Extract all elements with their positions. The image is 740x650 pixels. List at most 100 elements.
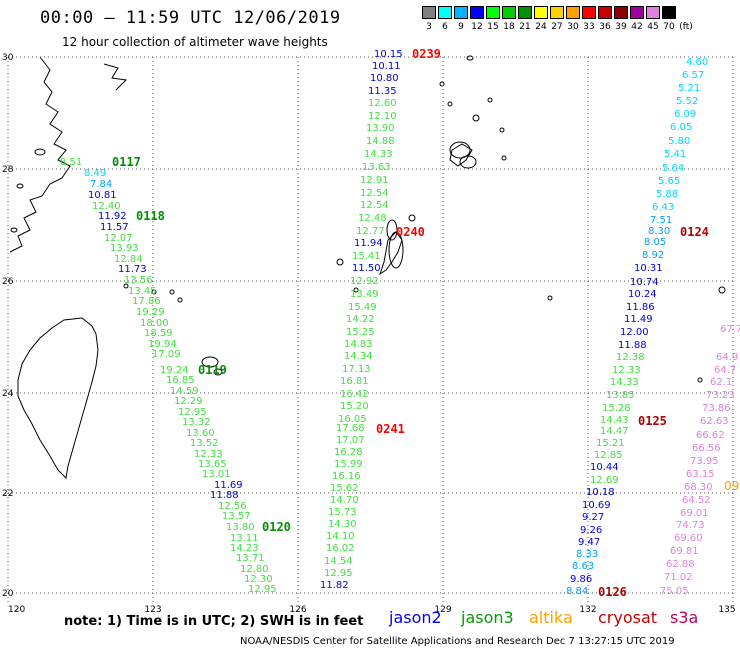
wave-height-value: 73.86 xyxy=(702,403,731,414)
wave-height-value: 68.30 xyxy=(684,482,713,493)
wave-height-value: 16.02 xyxy=(326,543,355,554)
island-outline xyxy=(449,141,471,159)
wave-height-value: 12.38 xyxy=(616,352,645,363)
wave-height-value: 13.56 xyxy=(124,275,153,286)
pass-west: 8.518.497.8410.8112.4011.9211.5712.0713.… xyxy=(60,155,291,595)
wave-height-value: 14.33 xyxy=(610,377,639,388)
wave-height-value: 12.00 xyxy=(620,327,649,338)
edge-label: 09 xyxy=(724,479,739,493)
wave-height-value: 16.05 xyxy=(338,414,367,425)
wave-height-value: 71.02 xyxy=(664,572,693,583)
wave-height-value: 62.1 xyxy=(710,377,732,388)
wave-height-value: 6.57 xyxy=(682,70,704,81)
pass-time-label: 0240 xyxy=(396,225,425,239)
island-outline xyxy=(499,127,505,133)
wave-height-value: 67.7 xyxy=(720,324,740,335)
colorbar-label: 30 xyxy=(567,22,579,32)
wave-height-value: 13.49 xyxy=(350,289,379,300)
wave-height-value: 12.84 xyxy=(114,254,143,265)
coastlines xyxy=(9,55,726,480)
island-outline xyxy=(169,289,175,295)
wave-height-value: 15.73 xyxy=(328,507,357,518)
colorbar-swatch xyxy=(518,6,532,19)
pass-time-label: 0126 xyxy=(598,585,627,599)
wave-height-value: 12.07 xyxy=(104,233,133,244)
wave-height-value: 17.09 xyxy=(152,349,181,360)
wave-height-value: 13.80 xyxy=(226,522,255,533)
wave-height-value: 15.21 xyxy=(596,438,625,449)
wave-height-value: 12.69 xyxy=(590,475,619,486)
wave-height-value: 6.09 xyxy=(674,109,696,120)
wave-height-value: 9.26 xyxy=(580,525,602,536)
wave-height-value: 7.51 xyxy=(650,215,672,226)
wave-height-value: 5.80 xyxy=(668,136,690,147)
wave-height-value: 5.88 xyxy=(656,189,678,200)
wave-height-value: 14.59 xyxy=(170,386,199,397)
wave-height-value: 13.93 xyxy=(110,243,139,254)
wave-height-value: 12.77 xyxy=(356,226,385,237)
island-outline xyxy=(408,214,416,222)
wave-height-value: 12.48 xyxy=(358,213,387,224)
island-outline xyxy=(439,81,445,87)
wave-height-value: 17.68 xyxy=(336,423,365,434)
wave-height-value: 14.22 xyxy=(346,314,375,325)
island-outline xyxy=(447,101,453,107)
wave-height-value: 10.11 xyxy=(372,61,401,72)
colorbar-label: 21 xyxy=(519,22,531,32)
wave-height-value: 15.99 xyxy=(334,459,363,470)
wave-height-value: 5.21 xyxy=(678,83,700,94)
pass-time-label: 0119 xyxy=(198,363,227,377)
wave-height-value: 62.88 xyxy=(666,559,695,570)
wave-height-value: 5.52 xyxy=(676,96,698,107)
wave-height-value: 10.24 xyxy=(628,289,657,300)
footer-note: note: 1) Time is in UTC; 2) SWH is in fe… xyxy=(64,614,364,629)
wave-height-value: 12.95 xyxy=(178,407,207,418)
wave-height-value: 13.71 xyxy=(236,553,265,564)
wave-height-value: 73.23 xyxy=(706,390,735,401)
island-outline xyxy=(466,55,474,61)
island-outline xyxy=(336,258,344,266)
island-outline xyxy=(213,368,223,376)
wave-height-value: 13.45 xyxy=(128,286,157,297)
wave-height-value: 14.83 xyxy=(344,339,373,350)
lat-lon-grid xyxy=(7,56,734,604)
wave-height-value: 12.10 xyxy=(368,111,397,122)
wave-height-value: 13.11 xyxy=(230,533,259,544)
colorbar-label: 39 xyxy=(615,22,627,32)
lat-tick-label: 24 xyxy=(2,389,14,399)
wave-height-value: 10.44 xyxy=(590,462,619,473)
wave-height-value: 12.40 xyxy=(92,201,121,212)
colorbar-swatch xyxy=(662,6,676,19)
colorbar-swatch xyxy=(614,6,628,19)
colorbar-label: 6 xyxy=(442,22,448,32)
wave-height-value: 10.18 xyxy=(586,487,615,498)
wave-height-value: 13.57 xyxy=(222,511,251,522)
wave-height-value: 75.05 xyxy=(660,586,689,597)
wave-height-value: 11.82 xyxy=(320,580,349,591)
lon-tick-label: 120 xyxy=(8,605,25,615)
wave-height-value: 8.49 xyxy=(84,168,106,179)
pass-time-label: 0117 xyxy=(112,155,141,169)
island-outline xyxy=(386,219,398,241)
wave-height-value: 12.80 xyxy=(240,564,269,575)
wave-height-value: 12.92 xyxy=(350,276,379,287)
colorbar-swatch xyxy=(646,6,660,19)
wave-height-value: 15.49 xyxy=(348,302,377,313)
island-outline xyxy=(547,295,553,301)
footer: note: 1) Time is in UTC; 2) SWH is in fe… xyxy=(0,604,740,650)
wave-height-value: 16.85 xyxy=(166,375,195,386)
island-outline xyxy=(34,148,46,156)
lon-tick-label: 135 xyxy=(718,605,735,615)
wave-height-value: 14.23 xyxy=(230,543,259,554)
wave-height-value: 8.05 xyxy=(644,237,666,248)
pass-time-label: 0124 xyxy=(680,225,709,239)
colorbar-label: 9 xyxy=(458,22,464,32)
colorbar-label: 45 xyxy=(647,22,659,32)
wave-height-value: 15.62 xyxy=(330,483,359,494)
island-outline xyxy=(459,155,477,169)
wave-height-value: 64.9 xyxy=(716,352,738,363)
colorbar-label: 18 xyxy=(503,22,515,32)
wave-height-value: 12.85 xyxy=(594,450,623,461)
wave-height-value: 8.33 xyxy=(576,549,598,560)
